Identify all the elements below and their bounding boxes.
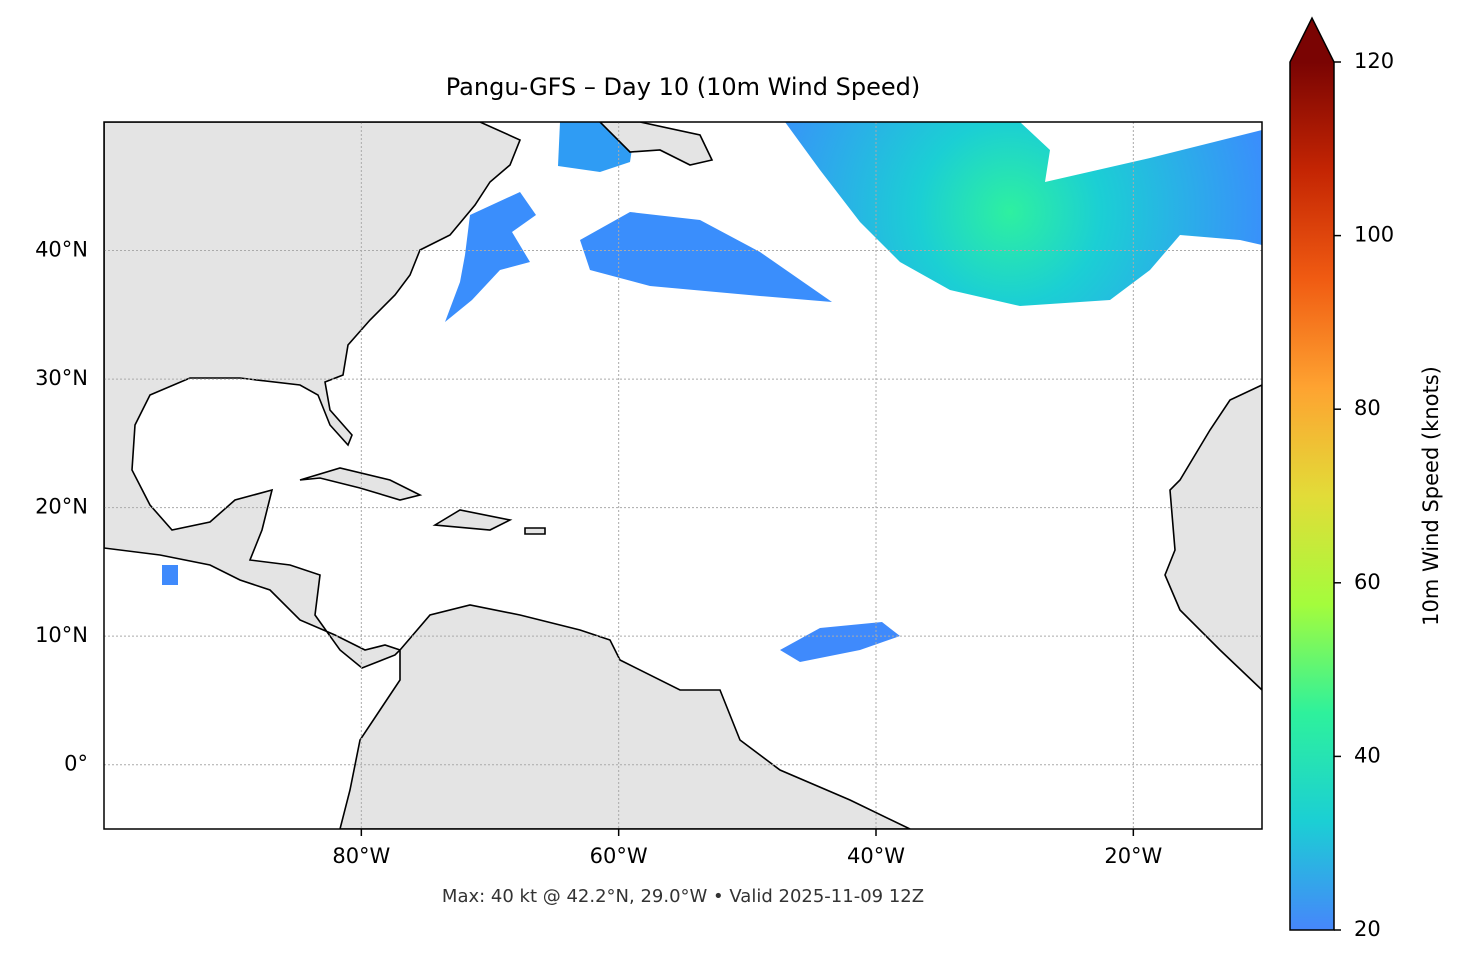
colorbar-tick-label: 40 (1354, 743, 1381, 767)
puerto-rico (524, 527, 546, 535)
africa (1164, 384, 1262, 692)
north-america (104, 122, 522, 669)
colorbar-tick-label: 60 (1354, 570, 1381, 594)
colorbar-tick-label: 100 (1354, 223, 1394, 247)
wind-area (162, 565, 178, 585)
hispaniola (432, 509, 513, 531)
x-tick-label: 60°W (590, 844, 648, 868)
x-tick-label: 80°W (332, 844, 390, 868)
colorbar-scale (1290, 62, 1334, 930)
x-tick-label: 40°W (847, 844, 905, 868)
colorbar-extend (1290, 18, 1334, 62)
colorbar-tick-label: 20 (1354, 917, 1381, 941)
y-tick-label: 40°N (35, 238, 88, 262)
colorbar: 20 40 60 80 100 120 (1289, 16, 1394, 941)
wind-area (445, 192, 536, 322)
y-tick-label: 10°N (35, 623, 88, 647)
footnote: Max: 40 kt @ 42.2°N, 29.0°W • Valid 2025… (442, 886, 924, 907)
map (104, 122, 1262, 829)
newfoundland (598, 122, 714, 166)
colorbar-label: 10m Wind Speed (knots) (1419, 366, 1443, 626)
y-tick-label: 30°N (35, 366, 88, 390)
colorbar-tick-label: 120 (1354, 49, 1394, 73)
map-frame (103, 121, 1263, 830)
land (104, 122, 1262, 829)
wind-area (780, 622, 900, 662)
cuba (299, 467, 423, 501)
south-america (339, 604, 911, 829)
wind-area (785, 122, 1262, 306)
grid (104, 122, 1262, 829)
axes: 80°W 60°W 40°W 20°W 0° 10°N 20°N 30°N 40°N (35, 238, 1162, 868)
y-tick-label: 0° (64, 752, 88, 776)
colorbar-frame (1289, 16, 1335, 931)
colorbar-tick-label: 80 (1354, 396, 1381, 420)
wind-area (580, 212, 832, 302)
x-tick-label: 20°W (1104, 844, 1162, 868)
chart-title: Pangu-GFS – Day 10 (10m Wind Speed) (446, 73, 920, 101)
y-tick-label: 20°N (35, 495, 88, 519)
